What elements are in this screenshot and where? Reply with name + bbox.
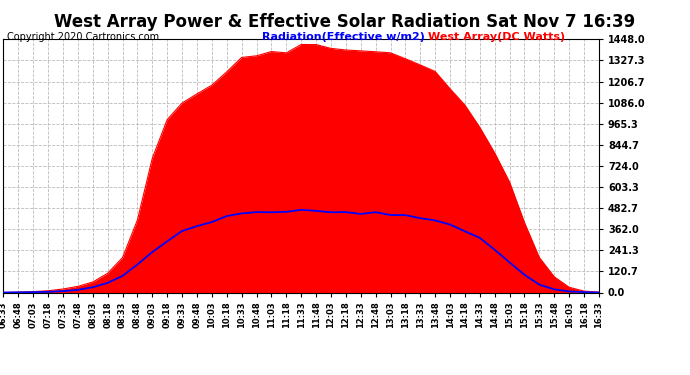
- Text: West Array(DC Watts): West Array(DC Watts): [428, 32, 565, 42]
- Text: Copyright 2020 Cartronics.com: Copyright 2020 Cartronics.com: [7, 32, 159, 42]
- Text: West Array Power & Effective Solar Radiation Sat Nov 7 16:39: West Array Power & Effective Solar Radia…: [55, 13, 635, 31]
- Text: Radiation(Effective w/m2): Radiation(Effective w/m2): [262, 32, 425, 42]
